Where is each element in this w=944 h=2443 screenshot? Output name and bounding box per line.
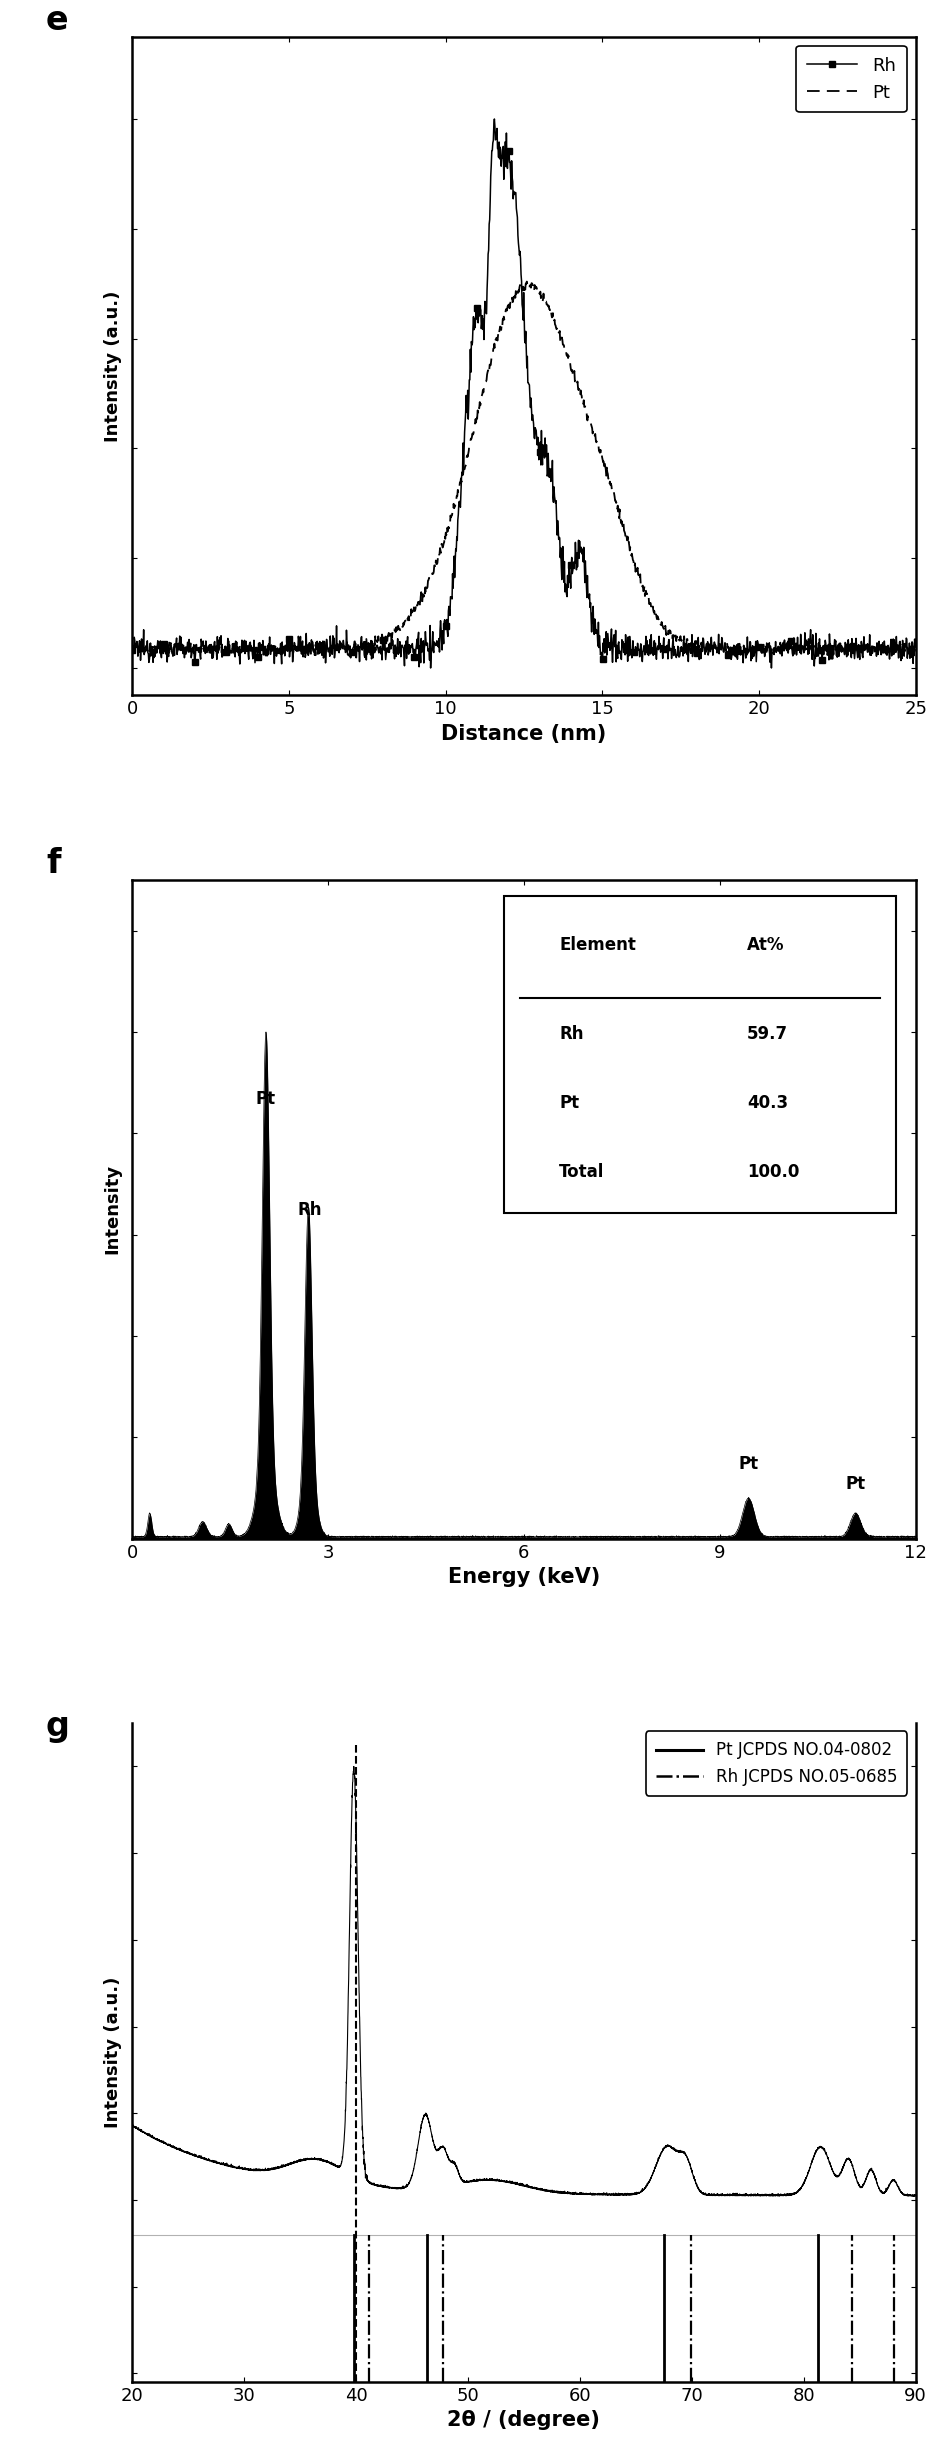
Text: 40.3: 40.3 [748, 1094, 788, 1112]
Rh [219, 640, 230, 669]
Y-axis label: Intensity (a.u.): Intensity (a.u.) [104, 291, 122, 442]
Text: Element: Element [559, 936, 636, 953]
Pt [126, 635, 138, 664]
Legend: Pt JCPDS NO.04-0802, Rh JCPDS NO.05-0685: Pt JCPDS NO.04-0802, Rh JCPDS NO.05-0685 [646, 1732, 907, 1796]
Text: f: f [46, 848, 60, 879]
Pt [573, 376, 584, 406]
Text: Pt: Pt [738, 1454, 759, 1473]
Text: Rh: Rh [297, 1202, 322, 1219]
Line: Rh: Rh [129, 117, 919, 672]
Pt [459, 454, 470, 484]
Text: Total: Total [559, 1163, 604, 1180]
Pt [475, 388, 486, 418]
Rh [489, 105, 500, 134]
Rh [126, 635, 138, 664]
Text: e: e [46, 5, 69, 37]
X-axis label: Distance (nm): Distance (nm) [441, 723, 607, 743]
Pt [489, 332, 500, 362]
Text: 100.0: 100.0 [748, 1163, 800, 1180]
Rh [187, 633, 198, 662]
Text: Pt: Pt [256, 1090, 276, 1109]
Rh [460, 408, 471, 437]
Rh [573, 545, 584, 574]
Legend: Rh, Pt: Rh, Pt [796, 46, 906, 112]
Rh [476, 315, 487, 344]
Rh [425, 652, 436, 682]
Rh [490, 125, 501, 154]
Text: Pt: Pt [559, 1094, 580, 1112]
Y-axis label: Intensity: Intensity [104, 1165, 122, 1253]
X-axis label: Energy (keV): Energy (keV) [447, 1566, 600, 1588]
Pt [219, 633, 230, 662]
Line: Pt: Pt [132, 281, 916, 657]
Pt [910, 635, 921, 664]
Text: Rh: Rh [559, 1024, 583, 1043]
Text: Pt: Pt [846, 1476, 866, 1493]
Rh [910, 625, 921, 655]
Text: 59.7: 59.7 [748, 1024, 788, 1043]
X-axis label: 2θ / (degree): 2θ / (degree) [447, 2411, 600, 2431]
Bar [504, 897, 896, 1212]
Pt [187, 635, 198, 664]
Text: g: g [46, 1710, 70, 1742]
Text: At%: At% [748, 936, 784, 953]
Pt [813, 643, 824, 672]
Pt [521, 266, 532, 296]
Y-axis label: Intensity (a.u.): Intensity (a.u.) [104, 1976, 122, 2128]
